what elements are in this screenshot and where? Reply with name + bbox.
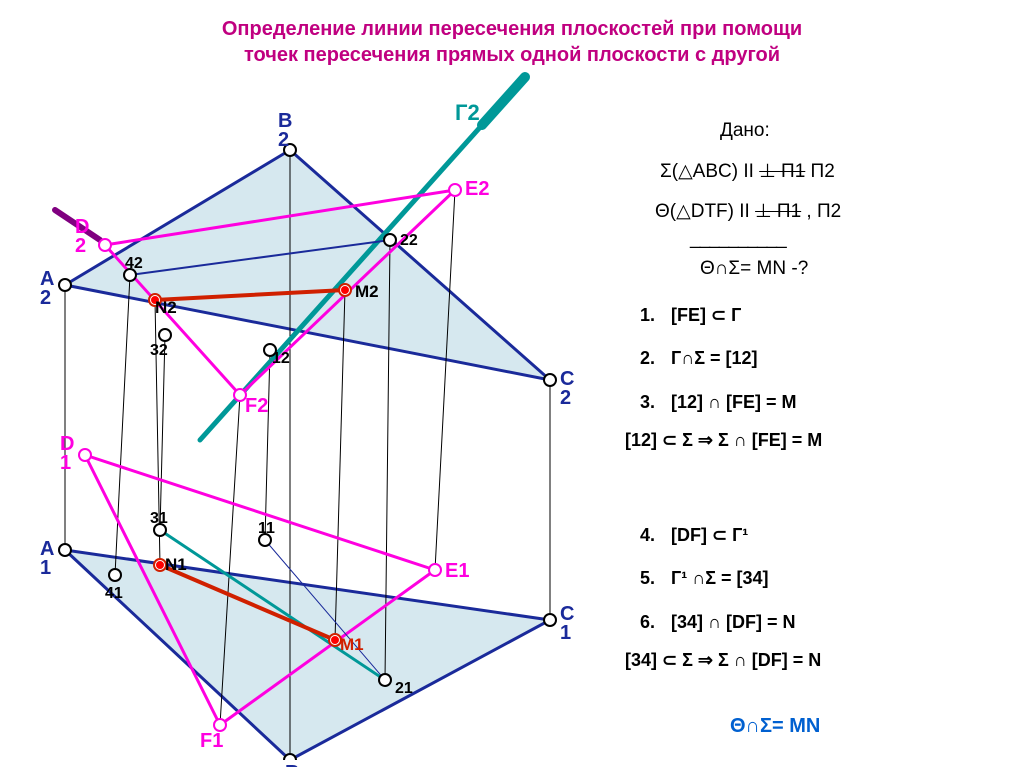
pt-label-A1: A1 xyxy=(40,540,54,578)
pt-label-l12: 12 xyxy=(272,350,290,368)
pt-label-l11: 11 xyxy=(258,520,275,538)
pt-label-l22: 22 xyxy=(400,232,418,250)
step-4: 4.[DF] ⊂ Г¹ xyxy=(640,525,748,546)
pt-label-l32: 32 xyxy=(150,342,168,360)
pt-label-E1: E1 xyxy=(445,560,469,583)
title-line1: Определение линии пересечения плоскостей… xyxy=(222,18,802,40)
pt-label-B2: B2 xyxy=(278,112,292,150)
step-6: 6.[34] ∩ [DF] = N xyxy=(640,612,796,633)
step-0: 1.[FE] ⊂ Г xyxy=(640,305,741,326)
step-3: [12] ⊂ Σ ⇒ Σ ∩ [FE] = M xyxy=(625,430,822,451)
given-line-1: Σ(△ABC) II ⊥ П1 П2 xyxy=(660,160,835,183)
pt-label-C2: C2 xyxy=(560,370,574,408)
step-1: 2.Г∩Σ = [12] xyxy=(640,348,758,369)
pt-label-A2: A2 xyxy=(40,270,54,308)
pt-label-F2: F2 xyxy=(245,395,268,418)
pt-label-N1: N1 xyxy=(165,555,187,575)
geometry-diagram xyxy=(10,40,630,760)
step-5: 5.Г¹ ∩Σ = [34] xyxy=(640,568,769,589)
pt-label-M2: M2 xyxy=(355,282,379,302)
answer: Θ∩Σ= MN xyxy=(730,715,820,738)
pt-label-D1: D1 xyxy=(60,435,74,473)
pt-label-N2: N2 xyxy=(155,298,177,318)
pt-label-C1: C1 xyxy=(560,605,574,643)
pt-label-G2: Г2 xyxy=(455,100,480,126)
pt-label-l42: 42 xyxy=(125,255,143,273)
pt-label-l41: 41 xyxy=(105,585,123,603)
step-2: 3.[12] ∩ [FE] = M xyxy=(640,392,797,413)
given-heading: Дано: xyxy=(720,120,770,142)
pt-label-l31: 31 xyxy=(150,510,168,528)
step-7: [34] ⊂ Σ ⇒ Σ ∩ [DF] = N xyxy=(625,650,821,671)
pt-label-F1: F1 xyxy=(200,730,223,753)
pt-label-B1: B xyxy=(285,762,299,767)
pt-label-E2: E2 xyxy=(465,178,489,201)
pt-label-l21: 21 xyxy=(395,680,413,698)
query: Θ∩Σ= MN -? xyxy=(700,258,808,280)
given-line-2: Θ(△DTF) II ⊥ П1 , П2 xyxy=(655,200,841,223)
pt-label-D2: D2 xyxy=(75,218,89,256)
divider: __________ xyxy=(690,228,786,250)
pt-label-M1: M1 xyxy=(340,635,364,655)
